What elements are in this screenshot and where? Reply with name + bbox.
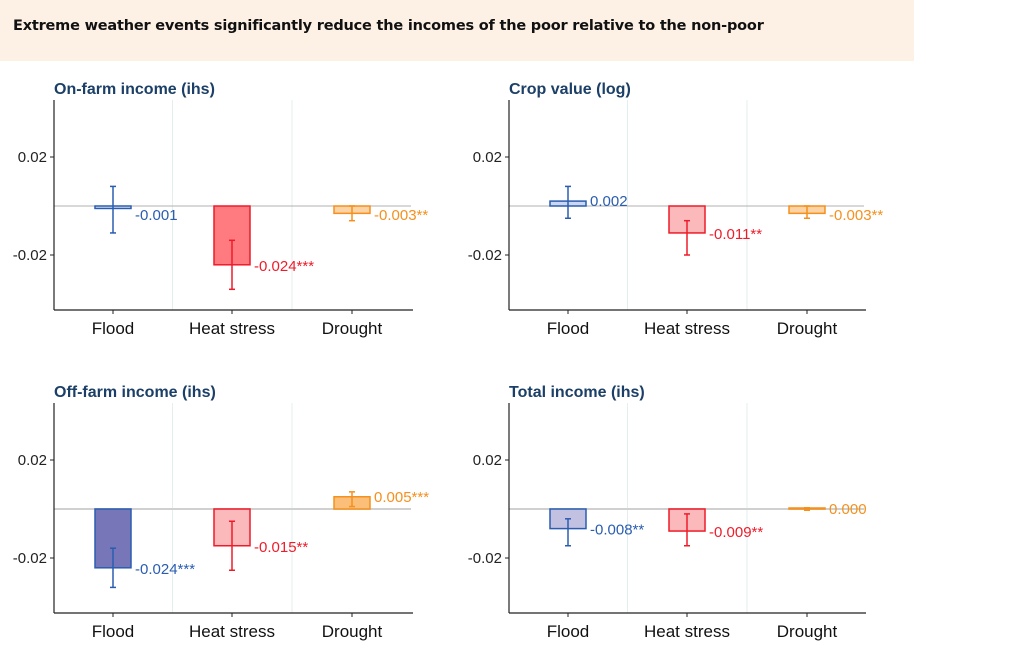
x-tick-label: Drought bbox=[322, 622, 383, 641]
chart-panel-1: On-farm income (ihs) -0.001 -0.024*** -0.00… bbox=[13, 81, 429, 338]
data-label: -0.008** bbox=[590, 522, 644, 539]
chart-panel-2: Crop value (log) 0.002 -0.011** -0.003** 0.0… bbox=[468, 81, 884, 338]
data-label: -0.001 bbox=[135, 207, 178, 224]
x-tick-label: Heat stress bbox=[644, 622, 730, 641]
x-tick-label: Heat stress bbox=[644, 319, 730, 338]
x-tick-label: Flood bbox=[547, 622, 590, 641]
x-tick-label: Drought bbox=[777, 622, 838, 641]
headline-title: Extreme weather events significantly red… bbox=[13, 18, 764, 34]
x-tick-label: Heat stress bbox=[189, 319, 275, 338]
headline-banner: Extreme weather events significantly red… bbox=[0, 0, 914, 61]
data-label: -0.003** bbox=[374, 207, 428, 224]
y-tick-label: -0.02 bbox=[468, 550, 502, 567]
y-tick-label: 0.02 bbox=[18, 149, 47, 166]
x-tick-label: Flood bbox=[92, 319, 135, 338]
x-tick-label: Drought bbox=[322, 319, 383, 338]
data-label: -0.011** bbox=[709, 226, 762, 243]
data-label: 0.002 bbox=[590, 193, 628, 210]
y-tick-label: -0.02 bbox=[13, 550, 47, 567]
panel-title: Total income (ihs) bbox=[509, 384, 645, 401]
x-tick-label: Flood bbox=[547, 319, 590, 338]
data-label: -0.009** bbox=[709, 524, 763, 541]
panel-title: Off-farm income (ihs) bbox=[54, 384, 216, 401]
y-tick-label: -0.02 bbox=[13, 247, 47, 264]
x-tick-label: Drought bbox=[777, 319, 838, 338]
y-tick-label: 0.02 bbox=[473, 149, 502, 166]
data-label: -0.024*** bbox=[135, 561, 195, 578]
x-tick-label: Flood bbox=[92, 622, 135, 641]
data-label: -0.015** bbox=[254, 539, 308, 556]
panel-title: Crop value (log) bbox=[509, 81, 631, 98]
y-tick-label: 0.02 bbox=[473, 452, 502, 469]
y-tick-label: 0.02 bbox=[18, 452, 47, 469]
x-tick-label: Heat stress bbox=[189, 622, 275, 641]
chart-panel-3: Off-farm income (ihs) -0.024*** -0.015** 0.… bbox=[13, 384, 429, 641]
data-label: 0.005*** bbox=[374, 489, 429, 506]
chart-panel-4: Total income (ihs) -0.008** -0.009** 0.000 0… bbox=[468, 384, 867, 641]
data-label: -0.003** bbox=[829, 207, 883, 224]
y-tick-label: -0.02 bbox=[468, 247, 502, 264]
panel-title: On-farm income (ihs) bbox=[54, 81, 215, 98]
data-label: 0.000 bbox=[829, 501, 867, 518]
data-label: -0.024*** bbox=[254, 258, 314, 275]
